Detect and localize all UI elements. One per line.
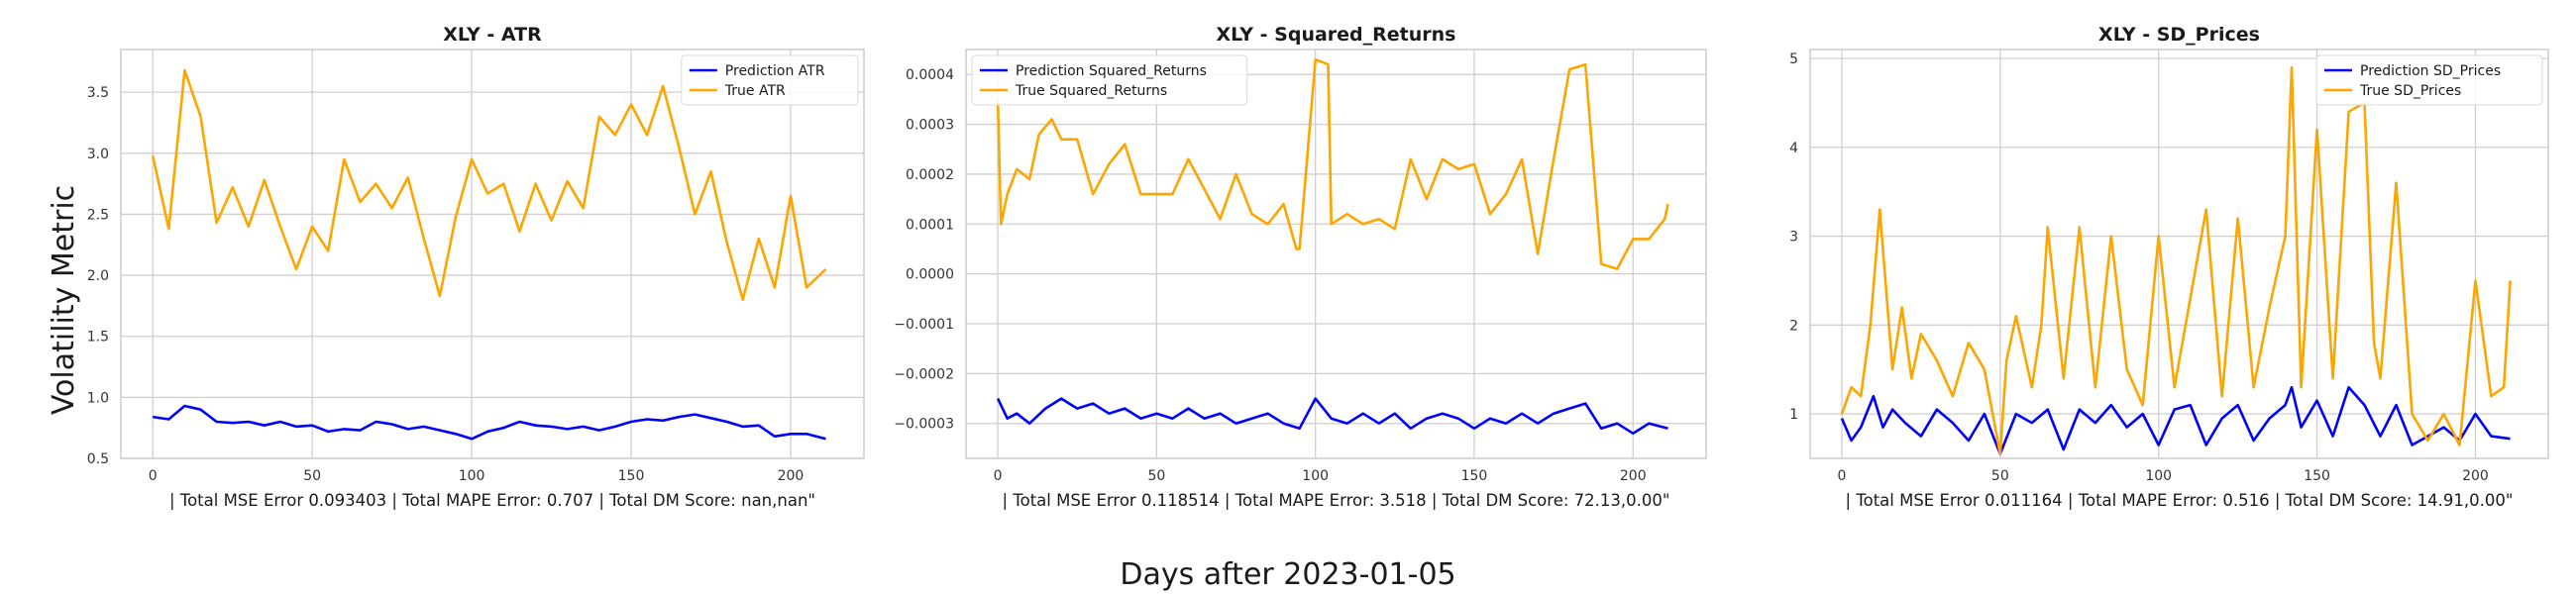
- series-line-true: [996, 57, 1669, 270]
- subplot-title: XLY - Squared_Returns: [1217, 24, 1456, 46]
- series-line-prediction: [1840, 385, 2511, 455]
- y-tick-label: 0.0002: [906, 167, 954, 183]
- y-tick-label: 0.0004: [906, 67, 954, 83]
- x-tick-label: 100: [1302, 468, 1329, 484]
- legend-box: [681, 54, 859, 106]
- legend: Prediction Squared_Returns True Squared_R…: [971, 54, 1248, 106]
- x-tick-label: 0: [1838, 468, 1847, 484]
- y-tick-label: 3.5: [87, 85, 109, 101]
- legend: Prediction SD_Prices True SD_Prices: [2315, 54, 2543, 106]
- y-tick-label: 3.0: [87, 147, 109, 162]
- x-tick-label: 100: [459, 468, 485, 484]
- series-line-prediction: [996, 397, 1668, 436]
- x-tick-label: 50: [1991, 468, 2009, 484]
- x-tick-label: 100: [2145, 468, 2172, 484]
- subplot-sd-prices: 0 50 100 150 200 1 2 3 4 5 XLY - SD_Prices | Total …: [1789, 24, 2549, 510]
- series-line-true: [1840, 65, 2512, 455]
- x-tick-label: 150: [2304, 468, 2330, 484]
- y-tick-label: 1.0: [87, 390, 109, 406]
- x-tick-label: 200: [1620, 468, 1647, 484]
- legend-entry: Prediction ATR: [725, 63, 825, 79]
- y-tick-label: −0.0001: [894, 317, 954, 333]
- y-tick-label: 2.5: [87, 207, 109, 223]
- x-tick-label: 50: [1147, 468, 1165, 484]
- subplot-x-axis-label: | Total MSE Error 0.093403 | Total MAPE …: [169, 491, 815, 510]
- legend-entry: True ATR: [724, 83, 786, 99]
- x-tick-label: 200: [2462, 468, 2489, 484]
- subplot-squared-returns: 0 50 100 150 200 −0.0003 −0.0002 −0.0001 0.0000 0…: [894, 24, 1707, 510]
- legend-entry: Prediction Squared_Returns: [1016, 63, 1207, 79]
- y-tick-label: −0.0003: [894, 417, 954, 433]
- x-tick-label: 150: [618, 468, 645, 484]
- x-tick-label: 200: [778, 468, 805, 484]
- y-tick-label: 0.0001: [906, 217, 954, 233]
- x-tick-label: 0: [149, 468, 158, 484]
- series-line-true: [151, 68, 827, 301]
- y-tick-label: 0.5: [87, 451, 109, 467]
- y-tick-label: 0.0000: [906, 267, 954, 283]
- plot-frame: [965, 49, 1707, 459]
- y-tick-label: 5: [1789, 51, 1798, 67]
- y-tick-label: 1.5: [87, 330, 109, 346]
- y-tick-label: 4: [1789, 141, 1798, 156]
- x-tick-label: 50: [303, 468, 321, 484]
- subplot-x-axis-label: | Total MSE Error 0.011164 | Total MAPE …: [1846, 491, 2514, 510]
- y-tick-label: 0.0003: [906, 118, 954, 134]
- y-tick-label: 2.0: [87, 268, 109, 284]
- legend-entry: Prediction SD_Prices: [2360, 63, 2501, 79]
- plot-frame: [120, 49, 865, 459]
- subplot-atr: 0 50 100 150 200 0.5 1.0 1.5 2.0 2.5 3.0 3.5 XLY - A…: [87, 24, 865, 510]
- x-tick-label: 0: [994, 468, 1003, 484]
- y-tick-label: −0.0002: [894, 366, 954, 382]
- figure-x-axis-label: Days after 2023-01-05: [1120, 557, 1455, 592]
- plot-frame: [1809, 49, 2549, 459]
- series-line-prediction: [153, 404, 826, 441]
- legend-box: [2315, 54, 2543, 106]
- legend-entry: True SD_Prices: [2359, 83, 2461, 99]
- subplot-title: XLY - SD_Prices: [2098, 24, 2260, 46]
- y-tick-label: 1: [1789, 407, 1798, 423]
- legend: Prediction ATR True ATR: [681, 54, 859, 106]
- legend-entry: True Squared_Returns: [1015, 83, 1167, 99]
- x-tick-label: 150: [1461, 468, 1488, 484]
- legend-box: [971, 54, 1248, 106]
- y-tick-label: 3: [1789, 230, 1798, 246]
- figure-y-axis-label: Volatility Metric: [47, 185, 81, 415]
- subplot-title: XLY - ATR: [443, 24, 542, 46]
- subplot-x-axis-label: | Total MSE Error 0.118514 | Total MAPE …: [1003, 491, 1670, 510]
- y-tick-label: 2: [1789, 318, 1798, 334]
